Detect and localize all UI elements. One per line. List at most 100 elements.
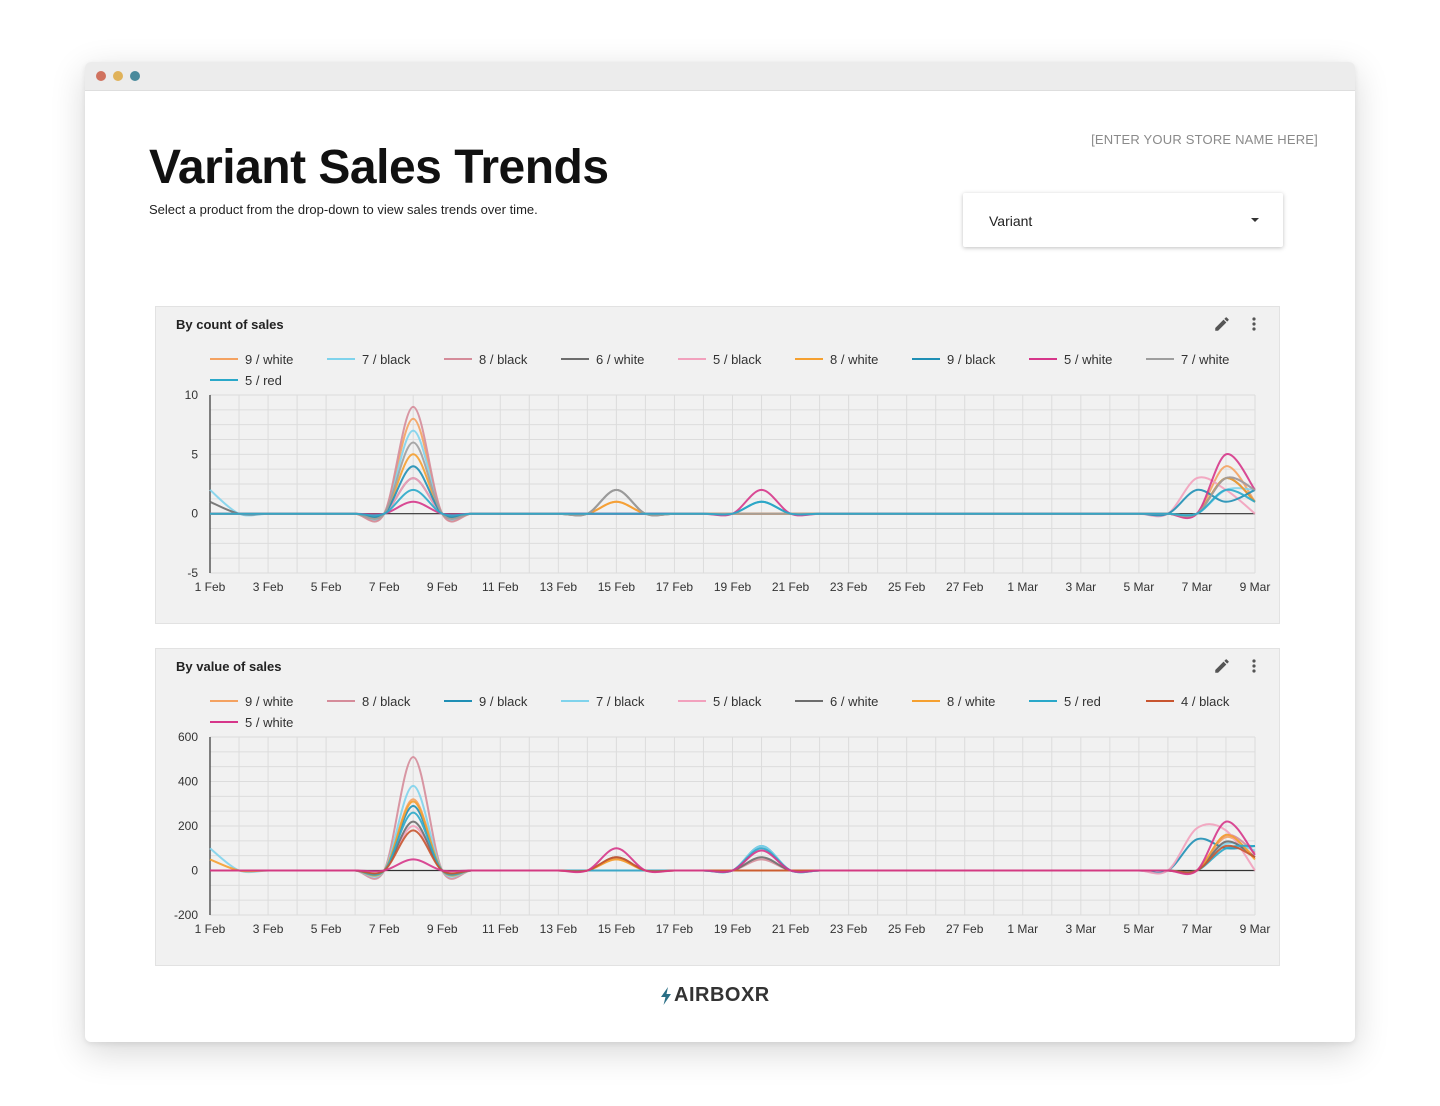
browser-window: [ENTER YOUR STORE NAME HERE] Variant Sal… bbox=[85, 62, 1355, 1042]
legend-item[interactable]: 5 / black bbox=[678, 352, 762, 367]
x-tick-label: 9 Mar bbox=[1240, 922, 1271, 936]
x-tick-label: 15 Feb bbox=[598, 922, 636, 936]
x-tick-label: 19 Feb bbox=[714, 580, 752, 594]
legend-item[interactable]: 5 / white bbox=[1029, 352, 1112, 367]
legend-item[interactable]: 7 / white bbox=[1146, 352, 1229, 367]
x-tick-label: 1 Feb bbox=[195, 922, 226, 936]
page-subtitle: Select a product from the drop-down to v… bbox=[149, 202, 538, 217]
brand-logo: AIRBOXR bbox=[660, 984, 770, 1007]
chart-title: By count of sales bbox=[176, 317, 284, 332]
legend-item[interactable]: 8 / white bbox=[912, 694, 995, 709]
caret-down-icon bbox=[1251, 218, 1259, 222]
legend-label: 8 / black bbox=[479, 352, 528, 367]
count-line-chart: 9 / white 7 / black 8 / black 6 / white 5 / … bbox=[185, 352, 1271, 594]
x-tick-label: 21 Feb bbox=[772, 580, 810, 594]
legend-item[interactable]: 7 / black bbox=[561, 694, 645, 709]
legend-item[interactable]: 6 / white bbox=[561, 352, 644, 367]
x-tick-label: 1 Mar bbox=[1007, 922, 1038, 936]
y-tick-label: -200 bbox=[174, 908, 198, 922]
x-tick-label: 27 Feb bbox=[946, 580, 984, 594]
legend-item[interactable]: 8 / black bbox=[327, 694, 411, 709]
legend-item[interactable]: 8 / white bbox=[795, 352, 878, 367]
x-tick-label: 1 Mar bbox=[1007, 580, 1038, 594]
x-tick-label: 3 Feb bbox=[253, 922, 284, 936]
maximize-dot-icon[interactable] bbox=[130, 71, 140, 81]
x-tick-label: 3 Mar bbox=[1065, 580, 1096, 594]
series-line[interactable] bbox=[210, 488, 1256, 517]
x-tick-label: 9 Mar bbox=[1240, 580, 1271, 594]
legend-item[interactable]: 9 / black bbox=[912, 352, 996, 367]
legend-label: 5 / red bbox=[245, 373, 282, 388]
chart-title: By value of sales bbox=[176, 659, 282, 674]
y-tick-label: 0 bbox=[191, 507, 198, 521]
x-tick-label: 11 Feb bbox=[482, 580, 519, 594]
variant-dropdown[interactable]: Variant bbox=[963, 193, 1283, 247]
legend-label: 6 / white bbox=[596, 352, 644, 367]
legend-item[interactable]: 8 / black bbox=[444, 352, 528, 367]
y-tick-label: 400 bbox=[178, 775, 198, 789]
legend-item[interactable]: 5 / red bbox=[210, 373, 282, 388]
bolt-icon bbox=[661, 986, 671, 1005]
legend-label: 8 / white bbox=[947, 694, 995, 709]
legend-label: 8 / black bbox=[362, 694, 411, 709]
legend-item[interactable]: 5 / black bbox=[678, 694, 762, 709]
x-tick-label: 27 Feb bbox=[946, 922, 984, 936]
x-tick-label: 25 Feb bbox=[888, 922, 926, 936]
legend-label: 6 / white bbox=[830, 694, 878, 709]
pencil-icon[interactable] bbox=[1213, 657, 1231, 675]
y-tick-label: 200 bbox=[178, 819, 198, 833]
x-tick-label: 21 Feb bbox=[772, 922, 810, 936]
x-tick-label: 23 Feb bbox=[830, 922, 868, 936]
close-dot-icon[interactable] bbox=[96, 71, 106, 81]
x-tick-label: 7 Feb bbox=[369, 922, 400, 936]
legend-label: 7 / black bbox=[362, 352, 411, 367]
legend-item[interactable]: 7 / black bbox=[327, 352, 411, 367]
x-tick-label: 13 Feb bbox=[540, 580, 578, 594]
legend-label: 9 / black bbox=[479, 694, 528, 709]
value-chart-panel: By value of sales 9 / white 8 / black 9 / … bbox=[155, 648, 1280, 966]
series-line[interactable] bbox=[210, 820, 1256, 876]
x-tick-label: 17 Feb bbox=[656, 580, 694, 594]
y-tick-label: 5 bbox=[191, 447, 198, 461]
pencil-icon[interactable] bbox=[1213, 315, 1231, 333]
chart-grid bbox=[209, 736, 1256, 916]
y-tick-label: 10 bbox=[185, 388, 199, 402]
count-chart-panel: By count of sales 9 / white 7 / black 8 / … bbox=[155, 306, 1280, 624]
legend-label: 7 / black bbox=[596, 694, 645, 709]
legend-item[interactable]: 5 / white bbox=[210, 715, 293, 730]
series-lines bbox=[209, 755, 1256, 880]
x-tick-label: 15 Feb bbox=[598, 580, 636, 594]
legend-label: 7 / white bbox=[1181, 352, 1229, 367]
more-vert-icon[interactable] bbox=[1249, 657, 1259, 675]
brand-name: AIRBOXR bbox=[674, 984, 770, 1006]
legend-item[interactable]: 6 / white bbox=[795, 694, 878, 709]
x-tick-label: 7 Mar bbox=[1182, 580, 1213, 594]
legend-label: 5 / white bbox=[1064, 352, 1112, 367]
legend-item[interactable]: 9 / white bbox=[210, 694, 293, 709]
series-lines bbox=[209, 405, 1256, 523]
legend-item[interactable]: 9 / white bbox=[210, 352, 293, 367]
dropdown-selected-value: Variant bbox=[989, 213, 1033, 229]
x-tick-label: 19 Feb bbox=[714, 922, 752, 936]
legend-item[interactable]: 5 / red bbox=[1029, 694, 1101, 709]
legend-label: 5 / black bbox=[713, 352, 762, 367]
legend-label: 9 / white bbox=[245, 694, 293, 709]
chart-grid bbox=[209, 394, 1256, 574]
x-tick-label: 5 Feb bbox=[311, 580, 342, 594]
legend-label: 8 / white bbox=[830, 352, 878, 367]
minimize-dot-icon[interactable] bbox=[113, 71, 123, 81]
legend-label: 5 / red bbox=[1064, 694, 1101, 709]
page-title: Variant Sales Trends bbox=[149, 141, 609, 194]
x-tick-label: 17 Feb bbox=[656, 922, 694, 936]
legend-item[interactable]: 9 / black bbox=[444, 694, 528, 709]
x-tick-label: 3 Feb bbox=[253, 580, 284, 594]
x-tick-label: 9 Feb bbox=[427, 922, 458, 936]
y-tick-label: -5 bbox=[187, 566, 198, 580]
legend-label: 9 / black bbox=[947, 352, 996, 367]
x-tick-label: 9 Feb bbox=[427, 580, 458, 594]
legend-label: 9 / white bbox=[245, 352, 293, 367]
more-vert-icon[interactable] bbox=[1249, 315, 1259, 333]
x-tick-label: 5 Mar bbox=[1124, 580, 1155, 594]
legend-item[interactable]: 4 / black bbox=[1146, 694, 1230, 709]
x-tick-label: 5 Feb bbox=[311, 922, 342, 936]
